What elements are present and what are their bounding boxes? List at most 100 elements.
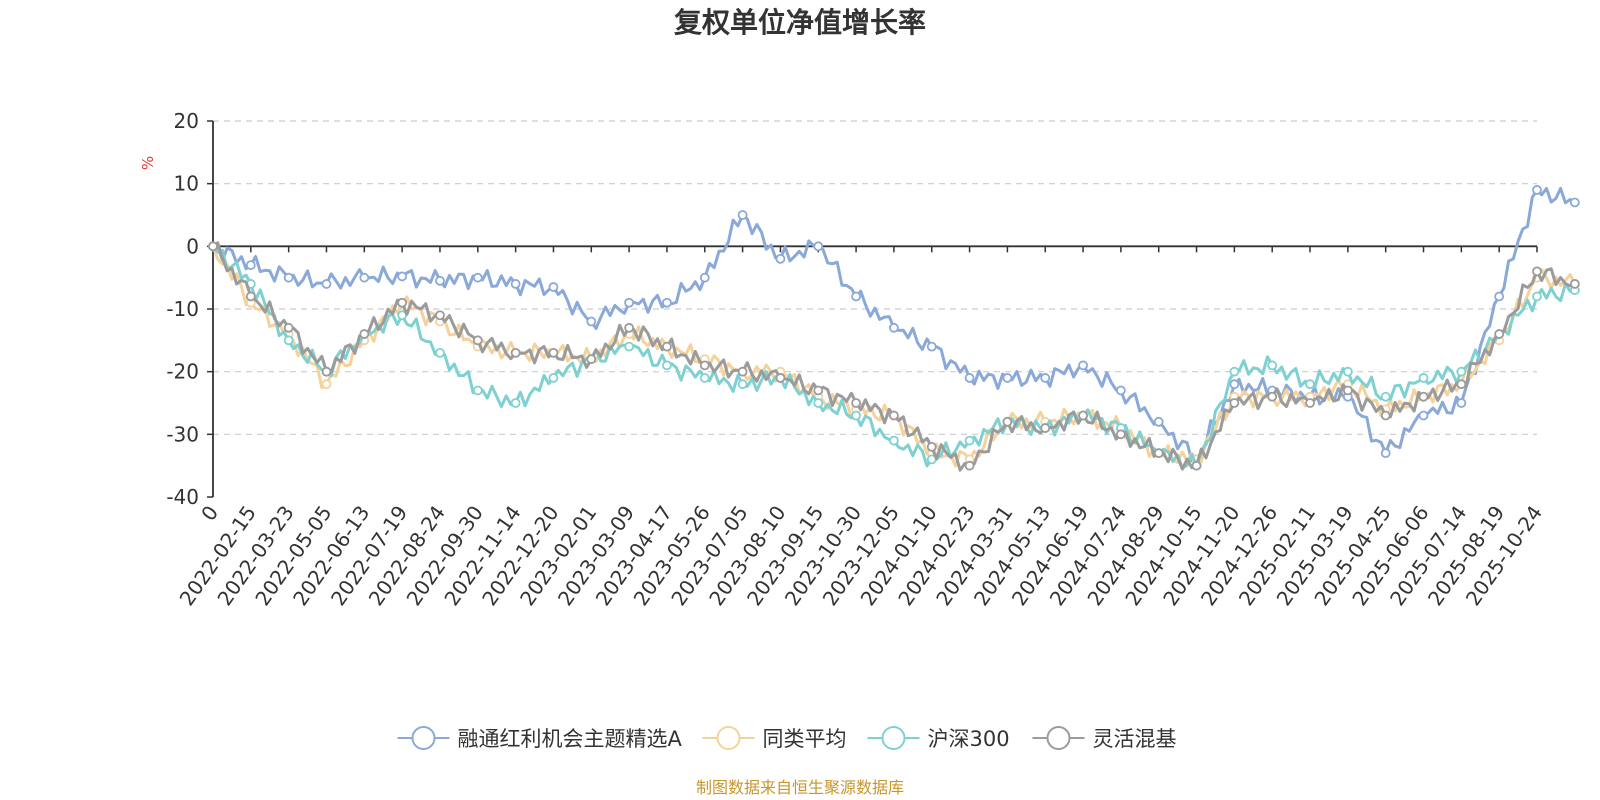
source-note: 制图数据来自恒生聚源数据库 <box>696 778 904 797</box>
data-point <box>813 398 824 408</box>
data-point <box>321 379 332 390</box>
data-point <box>283 272 294 283</box>
data-point <box>624 341 635 352</box>
data-point <box>964 435 975 446</box>
data-point <box>548 347 559 358</box>
data-point <box>624 297 635 308</box>
data-point <box>1153 448 1164 459</box>
data-point <box>1380 391 1391 402</box>
data-point <box>1305 398 1315 408</box>
data-point <box>1002 373 1013 383</box>
data-point <box>397 297 408 308</box>
data-point <box>472 272 483 283</box>
data-point <box>435 275 445 286</box>
data-point <box>245 291 256 302</box>
legend-marker <box>716 726 741 750</box>
y-tick-label: -40 <box>166 485 199 509</box>
data-point <box>1267 360 1278 371</box>
legend-label: 融通红利机会主题精选A <box>458 727 683 751</box>
data-point <box>813 241 824 252</box>
x-tick-label: 0 <box>196 501 223 525</box>
data-point <box>775 373 786 383</box>
data-point <box>1305 379 1315 390</box>
data-point <box>1532 266 1542 277</box>
data-point <box>586 316 597 327</box>
data-point <box>1456 379 1467 390</box>
data-point <box>1456 366 1467 377</box>
data-point <box>1229 366 1240 377</box>
legend[interactable]: 融通红利机会主题精选A 同类平均 沪深300 灵活混基 <box>397 726 1177 751</box>
data-point <box>699 272 710 283</box>
data-point <box>737 210 748 220</box>
data-point <box>1418 373 1429 383</box>
legend-item[interactable]: 融通红利机会主题精选A <box>397 726 683 751</box>
data-point <box>775 253 786 264</box>
data-point <box>321 279 332 289</box>
data-point <box>1078 410 1088 421</box>
y-tick-label: -30 <box>166 422 199 446</box>
data-point <box>1494 291 1505 302</box>
data-point <box>397 271 408 282</box>
data-point <box>510 398 521 408</box>
data-point <box>851 291 861 302</box>
data-point <box>662 360 672 371</box>
data-point <box>359 329 370 339</box>
legend-item[interactable]: 灵活混基 <box>1032 726 1177 751</box>
data-point <box>964 460 975 471</box>
data-point <box>283 322 294 333</box>
data-point <box>586 354 597 365</box>
legend-label: 同类平均 <box>763 727 847 751</box>
data-point <box>699 360 710 371</box>
legend-marker <box>881 726 906 750</box>
data-point <box>245 260 256 271</box>
series-3 <box>208 241 1580 472</box>
data-point <box>510 347 521 358</box>
data-point <box>1267 391 1278 402</box>
data-point <box>851 410 861 421</box>
data-point <box>435 347 445 358</box>
data-point <box>1153 416 1164 427</box>
data-point <box>926 341 937 352</box>
data-point <box>813 385 824 396</box>
series-0 <box>208 185 1580 465</box>
data-point <box>321 366 332 377</box>
data-point <box>1418 391 1429 402</box>
data-point <box>964 373 975 383</box>
data-point <box>1380 410 1391 421</box>
data-point <box>737 366 748 377</box>
data-point <box>1078 360 1088 371</box>
data-point <box>1002 416 1013 427</box>
data-point <box>851 398 861 408</box>
legend-label: 沪深300 <box>928 727 1010 751</box>
data-point <box>737 379 748 390</box>
data-point <box>208 241 218 252</box>
data-point <box>1229 398 1240 408</box>
data-point <box>662 341 672 352</box>
series-layer <box>208 185 1580 472</box>
y-tick-label: 20 <box>174 109 199 133</box>
y-tick-label: -10 <box>166 297 199 321</box>
data-point <box>1380 448 1391 459</box>
legend-marker <box>411 726 436 750</box>
data-point <box>1191 460 1202 471</box>
data-point <box>548 282 559 292</box>
data-point <box>1115 429 1126 440</box>
data-point <box>1569 197 1580 208</box>
data-point <box>889 322 899 333</box>
data-point <box>283 335 294 346</box>
data-point <box>1040 373 1051 383</box>
data-point <box>472 385 483 396</box>
legend-label: 灵活混基 <box>1093 727 1177 751</box>
data-point <box>1229 379 1240 390</box>
data-point <box>1040 423 1051 433</box>
data-point <box>1342 385 1353 396</box>
data-point <box>472 335 483 346</box>
data-point <box>1569 279 1580 289</box>
data-point <box>662 297 672 308</box>
data-point <box>1532 185 1542 195</box>
y-tick-label: 0 <box>186 234 199 258</box>
legend-item[interactable]: 同类平均 <box>702 726 847 751</box>
data-point <box>889 410 899 421</box>
legend-item[interactable]: 沪深300 <box>867 726 1010 751</box>
